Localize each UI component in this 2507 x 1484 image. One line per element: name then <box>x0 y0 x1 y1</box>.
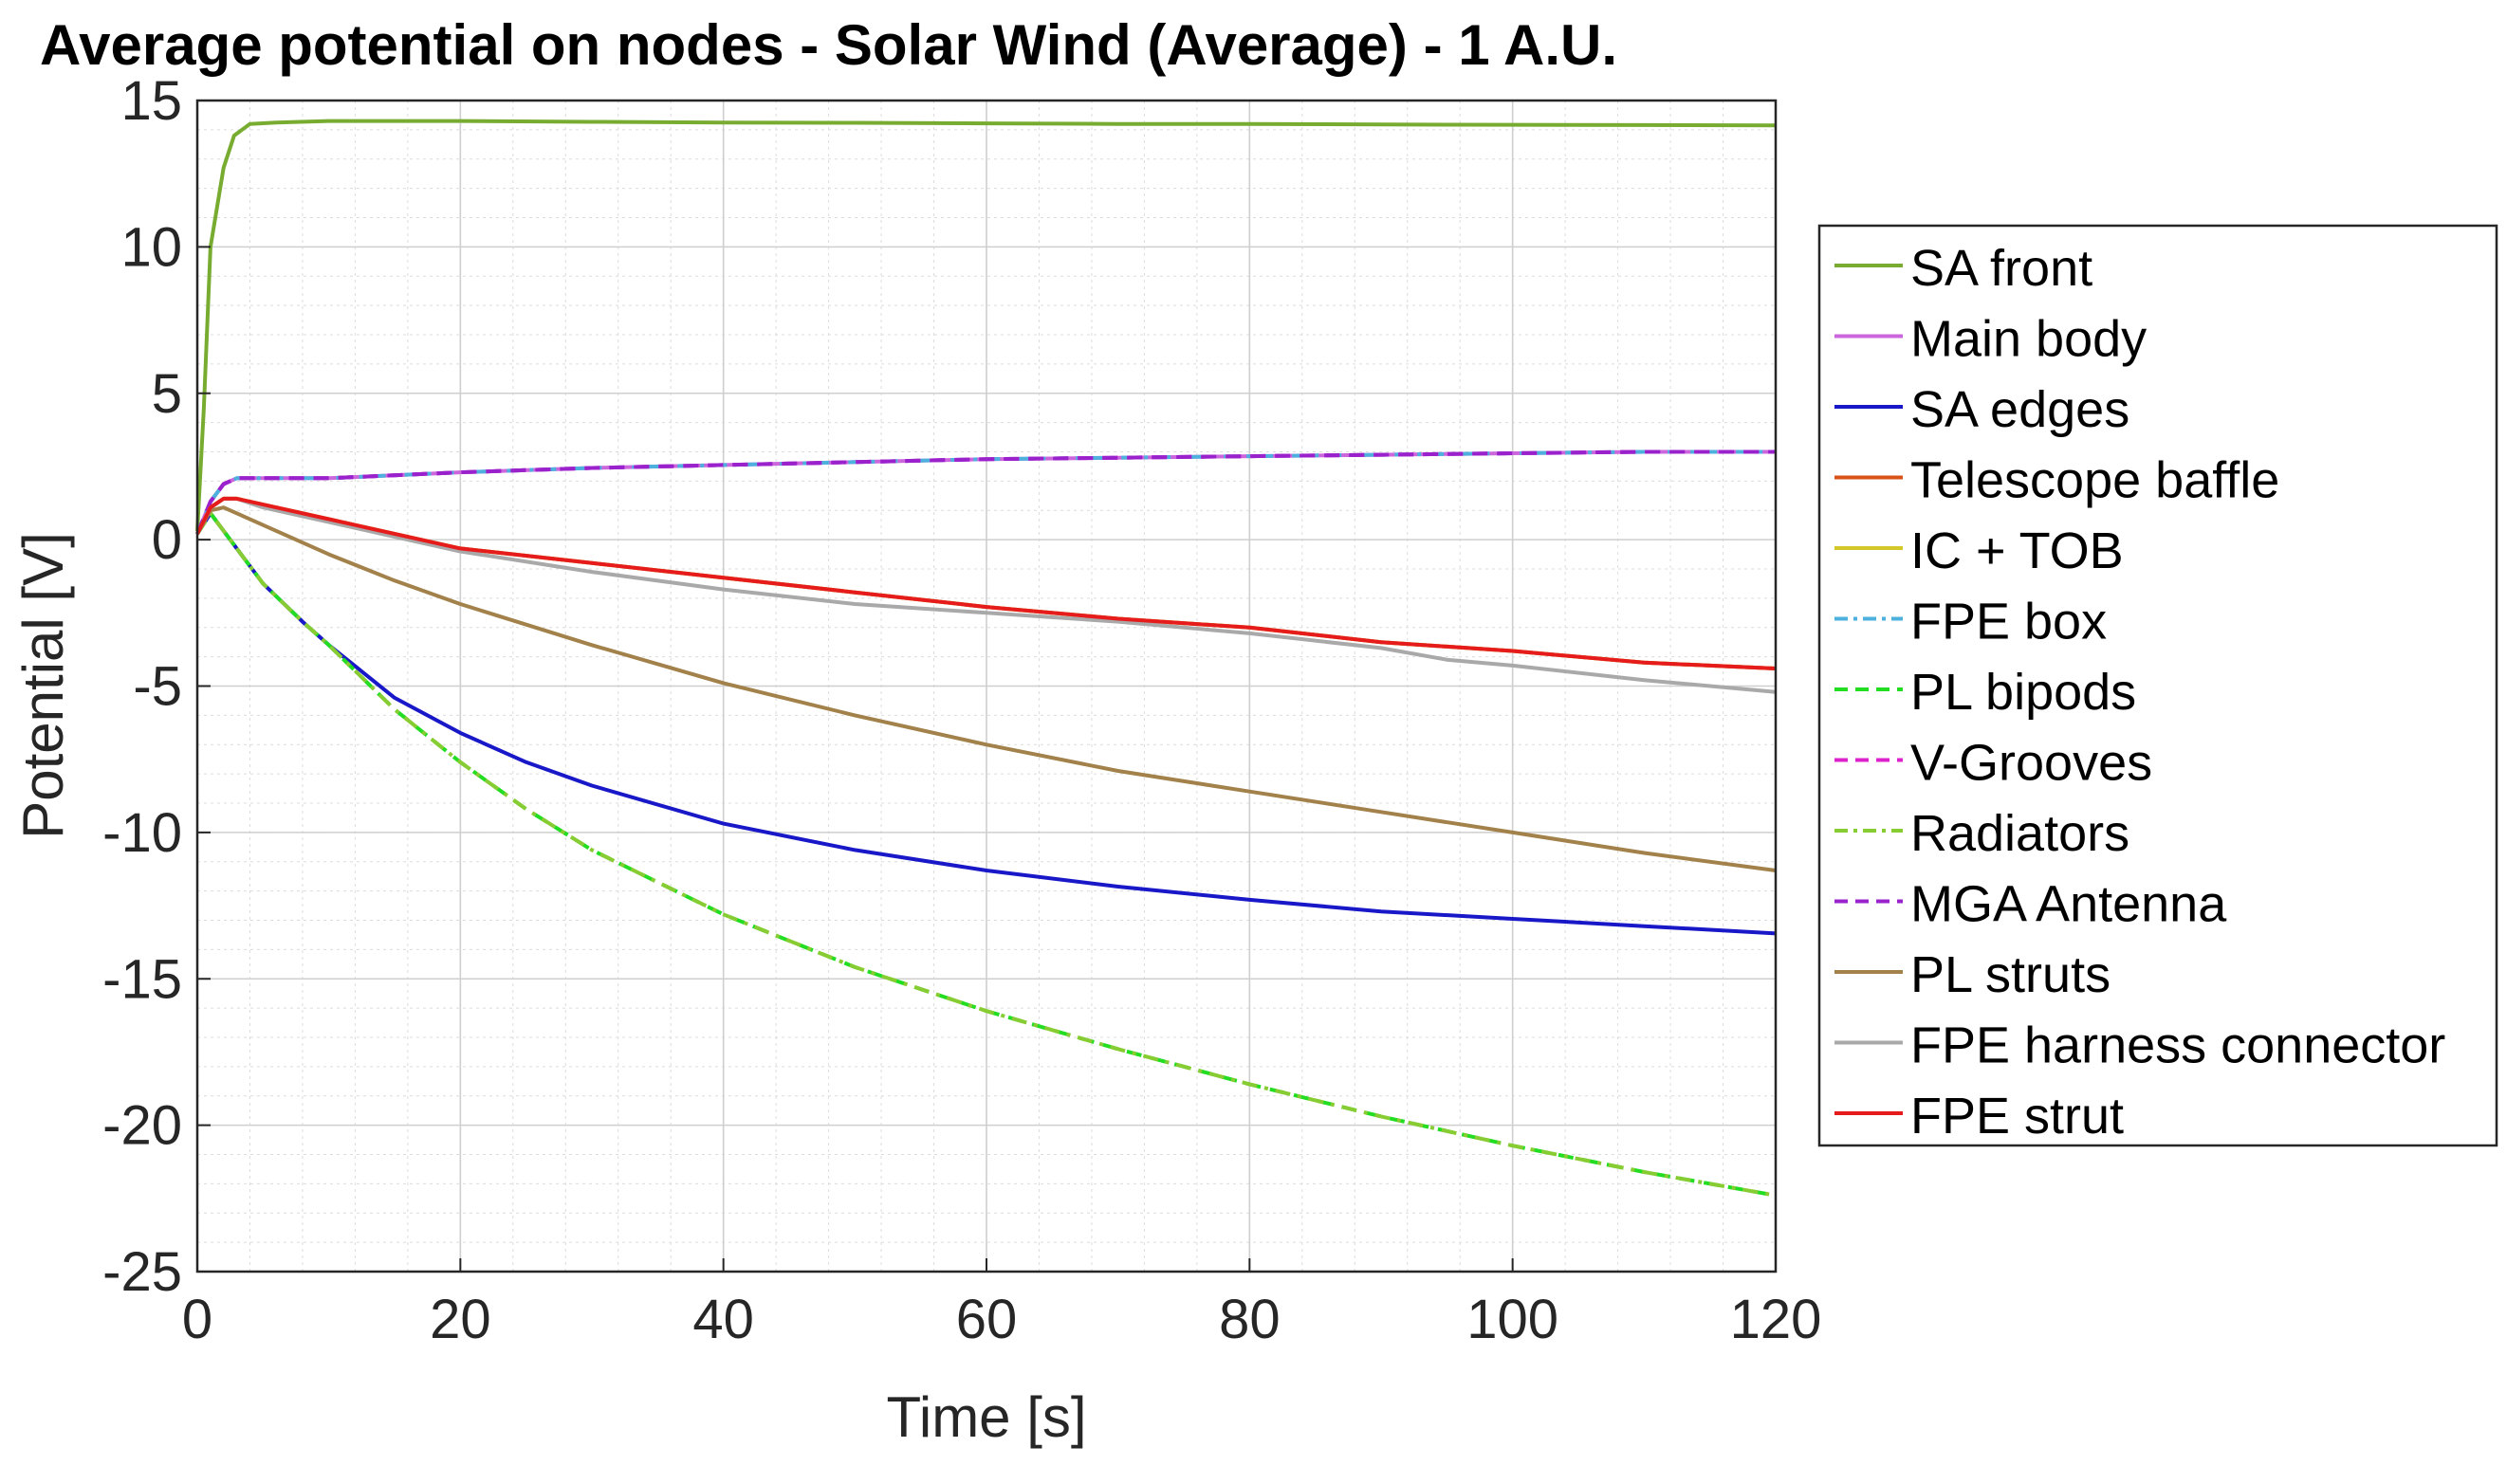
legend-label-pl-struts: PL struts <box>1910 946 2111 1003</box>
x-tick-label: 20 <box>430 1289 491 1350</box>
legend-label-pl-bipods: PL bipods <box>1910 664 2136 721</box>
x-tick-label: 60 <box>956 1289 1018 1350</box>
series-line-fpe-box <box>195 449 1776 535</box>
legend-label-mga-antenna: MGA Antenna <box>1910 876 2227 933</box>
y-tick-label: 0 <box>152 509 182 571</box>
x-tick-label: 80 <box>1219 1289 1281 1350</box>
legend-label-main-body: Main body <box>1910 311 2147 368</box>
y-tick-label: -20 <box>102 1095 182 1157</box>
y-axis-label: Potential [V] <box>11 532 75 839</box>
legend: SA front Main body SA edges Telescope baffl… <box>1817 224 2498 1147</box>
legend-label-fpe-strut: FPE strut <box>1910 1088 2124 1145</box>
series-line-sa-front <box>195 119 1777 532</box>
y-tick-label: 5 <box>152 363 182 425</box>
y-tick-label: -10 <box>102 802 182 864</box>
legend-label-radiators: Radiators <box>1910 805 2129 862</box>
series-line-mga-antenna <box>195 449 1776 535</box>
series-group <box>195 119 1777 1198</box>
legend-label-fpe-harness-connector: FPE harness connector <box>1910 1017 2445 1074</box>
legend-label-sa-edges: SA edges <box>1910 381 2129 438</box>
y-tick-label: 10 <box>120 216 182 278</box>
x-ticks: 0 20 40 60 80 100 120 <box>182 1258 1822 1350</box>
x-axis-label: Time [s] <box>886 1385 1086 1449</box>
legend-box <box>1817 224 2498 1147</box>
legend-label-sa-front: SA front <box>1910 240 2092 297</box>
y-tick-label: 15 <box>120 70 182 132</box>
y-tick-label: -15 <box>102 948 182 1010</box>
x-tick-label: 100 <box>1466 1289 1558 1350</box>
legend-label-fpe-box: FPE box <box>1910 594 2107 650</box>
x-tick-label: 40 <box>692 1289 754 1350</box>
legend-label-telescope-baffle: Telescope baffle <box>1910 452 2279 509</box>
legend-label-ic-tob: IC + TOB <box>1910 522 2124 579</box>
x-tick-label: 0 <box>182 1289 212 1350</box>
chart-title: Average potential on nodes - Solar Wind … <box>40 13 1617 77</box>
x-tick-label: 120 <box>1730 1289 1822 1350</box>
y-ticks: 15 10 5 0 -5 -10 -15 -20 -25 <box>102 70 211 1303</box>
series-line-pl-struts <box>195 505 1777 872</box>
legend-items: SA front Main body SA edges Telescope baffl… <box>1834 240 2445 1145</box>
series-line-radiators <box>195 511 1777 1198</box>
legend-label-v-grooves: V-Grooves <box>1910 735 2152 792</box>
y-tick-label: -25 <box>102 1241 182 1303</box>
y-tick-label: -5 <box>133 656 182 718</box>
series-line-fpe-strut <box>195 496 1777 670</box>
